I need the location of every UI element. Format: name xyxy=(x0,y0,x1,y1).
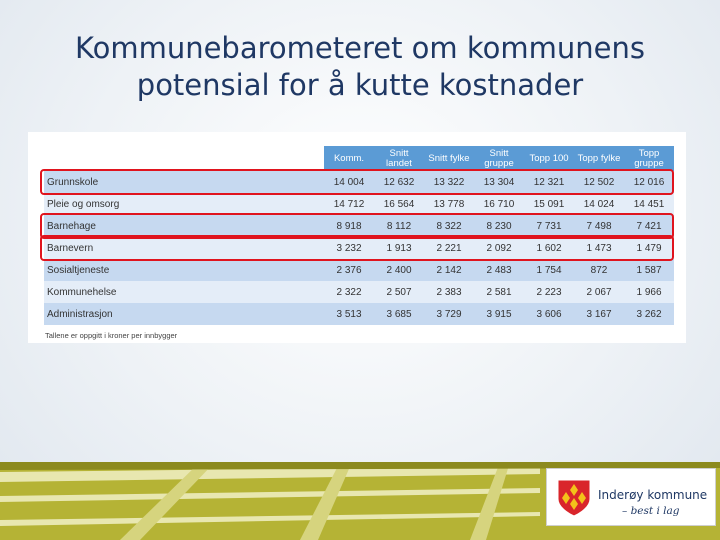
value-cell: 1 602 xyxy=(524,237,574,259)
value-cell: 14 451 xyxy=(624,193,674,215)
value-cell: 1 754 xyxy=(524,259,574,281)
value-cell: 1 966 xyxy=(624,281,674,303)
value-cell: 14 024 xyxy=(574,193,624,215)
row-label: Kommunehelse xyxy=(44,281,324,303)
table-header-row: Komm. Snitt landet Snitt fylke Snitt gru… xyxy=(44,146,674,171)
value-cell: 3 167 xyxy=(574,303,624,325)
value-cell: 3 729 xyxy=(424,303,474,325)
value-cell: 7 498 xyxy=(574,215,624,237)
row-label: Pleie og omsorg xyxy=(44,193,324,215)
header-cell: Topp 100 xyxy=(524,146,574,171)
value-cell: 8 918 xyxy=(324,215,374,237)
value-cell: 2 092 xyxy=(474,237,524,259)
value-cell: 13 304 xyxy=(474,171,524,193)
table-row: Administrasjon 3 513 3 685 3 729 3 915 3 606 3… xyxy=(44,303,674,325)
value-cell: 8 322 xyxy=(424,215,474,237)
value-cell: 3 606 xyxy=(524,303,574,325)
header-cell: Snitt gruppe xyxy=(474,146,524,171)
row-label: Barnehage xyxy=(44,215,324,237)
value-cell: 8 230 xyxy=(474,215,524,237)
header-cell: Topp gruppe xyxy=(624,146,674,171)
header-cell: Topp fylke xyxy=(574,146,624,171)
value-cell: 13 322 xyxy=(424,171,474,193)
value-cell: 12 632 xyxy=(374,171,424,193)
cost-table: Komm. Snitt landet Snitt fylke Snitt gru… xyxy=(44,146,674,325)
table-row: Barnevern 3 232 1 913 2 221 2 092 1 602 1 473 1… xyxy=(44,237,674,259)
slide-title-line-2: potensial for å kutte kostnader xyxy=(136,68,584,102)
value-cell: 3 513 xyxy=(324,303,374,325)
value-cell: 3 232 xyxy=(324,237,374,259)
value-cell: 14 712 xyxy=(324,193,374,215)
value-cell: 2 142 xyxy=(424,259,474,281)
value-cell: 12 321 xyxy=(524,171,574,193)
value-cell: 1 473 xyxy=(574,237,624,259)
municipality-logo: Inderøy kommune – best i lag xyxy=(546,468,716,526)
row-highlight-box xyxy=(40,235,674,261)
slide-title-line-1: Kommunebarometeret om kommunens xyxy=(75,31,645,65)
value-cell: 3 915 xyxy=(474,303,524,325)
value-cell: 1 479 xyxy=(624,237,674,259)
row-label: Grunnskole xyxy=(44,171,324,193)
coat-of-arms-icon xyxy=(557,479,591,517)
value-cell: 2 400 xyxy=(374,259,424,281)
table-footnote: Tallene er oppgitt i kroner per innbygge… xyxy=(45,331,178,340)
value-cell: 14 004 xyxy=(324,171,374,193)
value-cell: 12 502 xyxy=(574,171,624,193)
value-cell: 1 913 xyxy=(374,237,424,259)
header-cell: Snitt landet xyxy=(374,146,424,171)
value-cell: 2 221 xyxy=(424,237,474,259)
row-highlight-box xyxy=(40,169,674,195)
header-cell xyxy=(44,146,324,171)
value-cell: 3 262 xyxy=(624,303,674,325)
header-cell: Snitt fylke xyxy=(424,146,474,171)
logo-name: Inderøy kommune xyxy=(598,488,708,502)
value-cell: 2 067 xyxy=(574,281,624,303)
value-cell: 2 581 xyxy=(474,281,524,303)
value-cell: 7 731 xyxy=(524,215,574,237)
row-label: Sosialtjeneste xyxy=(44,259,324,281)
value-cell: 7 421 xyxy=(624,215,674,237)
value-cell: 2 223 xyxy=(524,281,574,303)
cost-table-image: Komm. Snitt landet Snitt fylke Snitt gru… xyxy=(28,132,686,343)
logo-tagline: – best i lag xyxy=(622,505,680,517)
value-cell: 8 112 xyxy=(374,215,424,237)
row-label: Administrasjon xyxy=(44,303,324,325)
value-cell: 2 322 xyxy=(324,281,374,303)
value-cell: 16 564 xyxy=(374,193,424,215)
value-cell: 16 710 xyxy=(474,193,524,215)
header-cell: Komm. xyxy=(324,146,374,171)
value-cell: 2 383 xyxy=(424,281,474,303)
value-cell: 13 778 xyxy=(424,193,474,215)
value-cell: 2 376 xyxy=(324,259,374,281)
table-row: Kommunehelse 2 322 2 507 2 383 2 581 2 223 2 0… xyxy=(44,281,674,303)
value-cell: 2 507 xyxy=(374,281,424,303)
table-row: Sosialtjeneste 2 376 2 400 2 142 2 483 1 754 8… xyxy=(44,259,674,281)
row-label: Barnevern xyxy=(44,237,324,259)
value-cell: 15 091 xyxy=(524,193,574,215)
value-cell: 2 483 xyxy=(474,259,524,281)
table-row: Barnehage 8 918 8 112 8 322 8 230 7 731 7 498 7… xyxy=(44,215,674,237)
table-row: Pleie og omsorg 14 712 16 564 13 778 16 710 1… xyxy=(44,193,674,215)
value-cell: 1 587 xyxy=(624,259,674,281)
row-highlight-box xyxy=(40,213,674,239)
value-cell: 3 685 xyxy=(374,303,424,325)
slide-title: Kommunebarometeret om kommunens potensia… xyxy=(0,30,720,104)
table-row: Grunnskole 14 004 12 632 13 322 13 304 12 321… xyxy=(44,171,674,193)
value-cell: 12 016 xyxy=(624,171,674,193)
value-cell: 872 xyxy=(574,259,624,281)
